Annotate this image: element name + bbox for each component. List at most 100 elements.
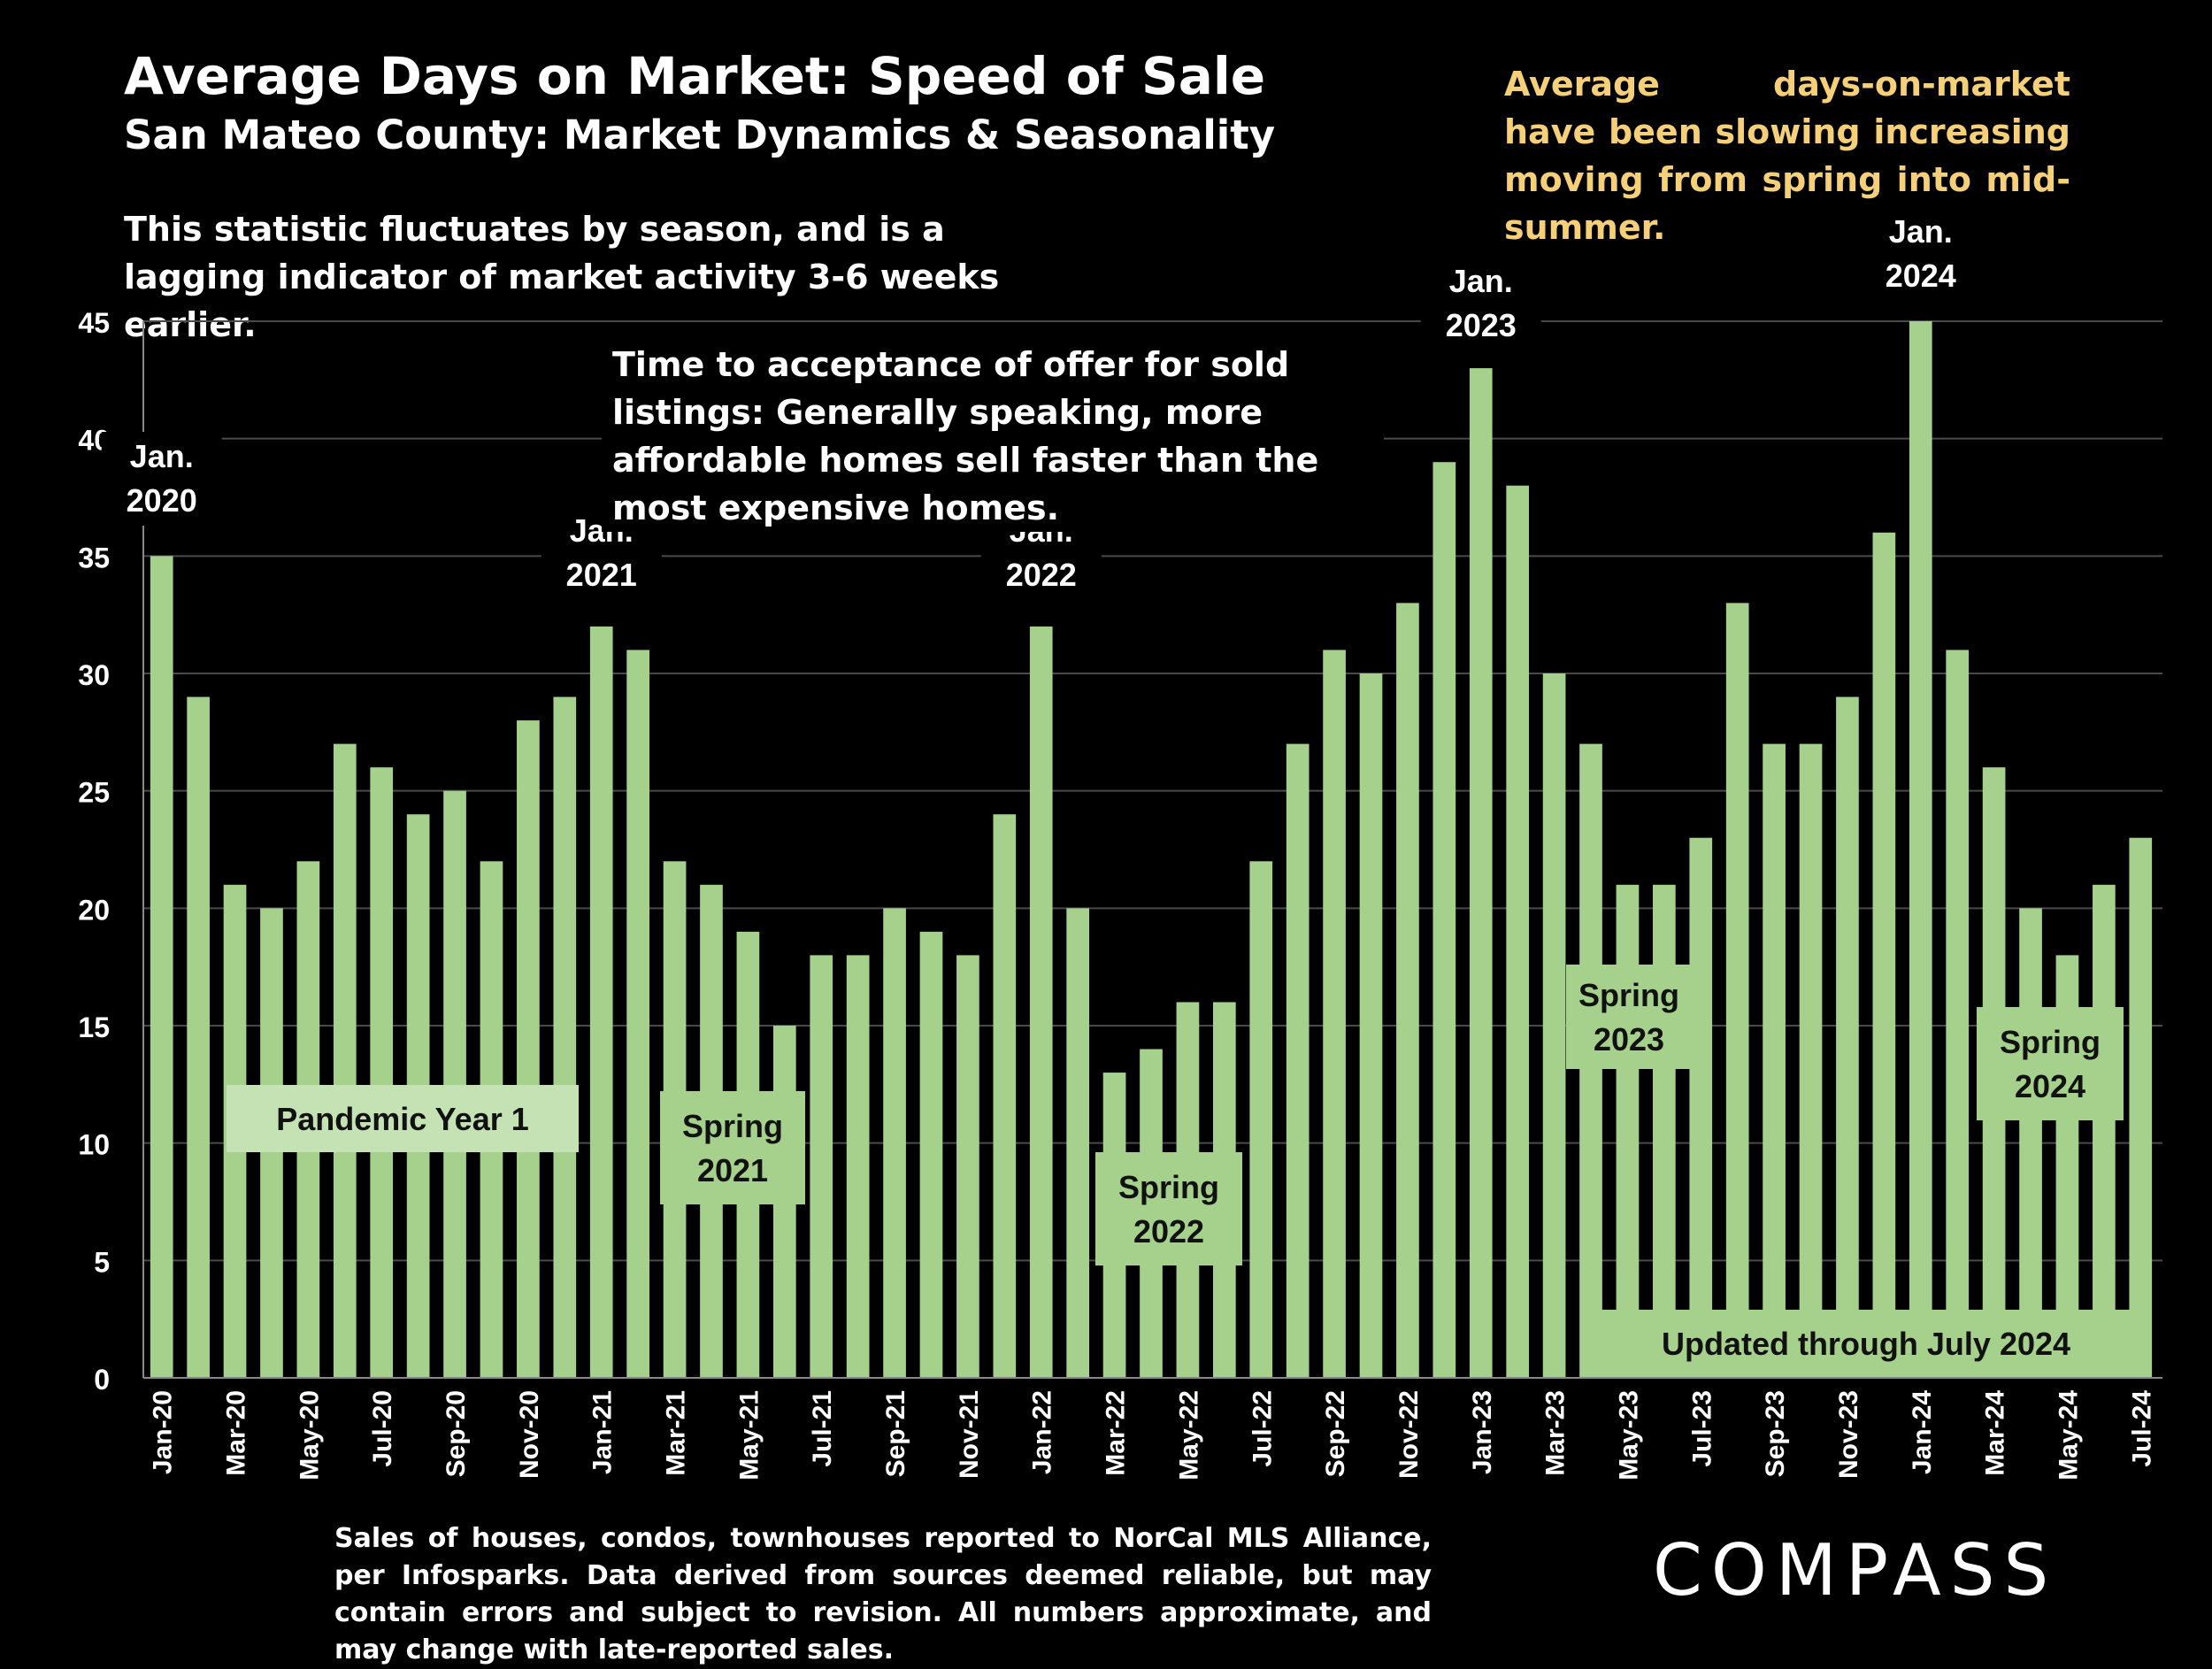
annotation-backdrop	[1420, 257, 1541, 350]
boxed-label-background	[1566, 965, 1692, 1069]
bar	[1286, 743, 1310, 1378]
bar	[1396, 603, 1419, 1378]
x-tick-label: Jul-20	[368, 1390, 397, 1467]
boxed-label: 2022	[1133, 1213, 1204, 1250]
bar	[810, 955, 833, 1378]
x-tick-label: Sep-23	[1761, 1390, 1790, 1477]
x-tick-label: Nov-21	[955, 1390, 984, 1479]
chart-subtitle: San Mateo County: Market Dynamics & Seas…	[124, 112, 1276, 158]
x-tick-label: Mar-22	[1102, 1390, 1131, 1476]
bar	[1506, 485, 1530, 1378]
bar	[333, 743, 357, 1378]
x-tick-label: Nov-23	[1834, 1390, 1863, 1479]
boxed-label: Pandemic Year 1	[276, 1101, 529, 1137]
boxed-label-background	[1095, 1152, 1242, 1265]
bar	[1909, 321, 1932, 1378]
y-tick-label: 10	[78, 1129, 110, 1161]
boxed-label: 2024	[2015, 1068, 2085, 1104]
x-tick-label: Sep-22	[1321, 1390, 1350, 1477]
source-footnote: Sales of houses, condos, townhouses repo…	[334, 1523, 1432, 1665]
bar	[1836, 696, 1859, 1378]
bar	[1616, 884, 1640, 1378]
bar	[1432, 462, 1456, 1379]
chart-title: Average Days on Market: Speed of Sale	[124, 46, 1266, 106]
boxed-label: Spring	[1578, 977, 1679, 1013]
gridlines	[143, 320, 2162, 1262]
annotation-label: 2022	[1006, 557, 1077, 593]
x-tick-label: Jan-24	[1908, 1390, 1937, 1474]
bar	[1946, 650, 1970, 1378]
y-tick-label: 25	[78, 777, 110, 809]
bar	[1359, 673, 1383, 1378]
annotation-label: 2024	[1886, 258, 1956, 294]
x-tick-label: Nov-20	[515, 1390, 544, 1479]
y-tick-label: 35	[78, 542, 110, 573]
bar	[1469, 368, 1493, 1379]
boxed-label: 2021	[697, 1152, 768, 1188]
x-tick-label: Sep-21	[881, 1390, 910, 1477]
bar	[1653, 884, 1676, 1378]
bar	[187, 696, 210, 1378]
annotation-backdrop	[101, 432, 222, 526]
bar	[589, 626, 613, 1378]
bar	[1689, 837, 1713, 1378]
bar	[1029, 626, 1053, 1378]
boxed-label-background	[660, 1091, 805, 1204]
x-tick-label: Jul-21	[808, 1390, 837, 1467]
boxed-label: 2023	[1594, 1021, 1664, 1058]
x-tick-label: Mar-24	[1981, 1390, 2010, 1476]
y-tick-label: 30	[78, 659, 110, 691]
x-tick-label: Jul-23	[1687, 1390, 1717, 1467]
annotation-label: 2020	[127, 482, 197, 519]
bar	[1249, 861, 1273, 1378]
boxed-label: Spring	[2000, 1024, 2101, 1060]
bar	[517, 720, 540, 1378]
offer-acceptance-note: Time to acceptance of offer for sold lis…	[602, 341, 1384, 532]
y-tick-label: 45	[78, 307, 110, 339]
x-tick-label: Mar-23	[1541, 1390, 1571, 1476]
bar	[2129, 837, 2153, 1378]
bar	[626, 650, 649, 1378]
x-tick-label: Jul-22	[1248, 1390, 1277, 1467]
x-tick-label: May-21	[734, 1390, 764, 1481]
bar	[553, 696, 577, 1378]
boxed-label-background	[1580, 1310, 2152, 1377]
x-tick-label: Jan-20	[149, 1390, 178, 1474]
compass-logo: COMPASS	[1653, 1529, 2058, 1611]
x-tick-label: Mar-20	[222, 1390, 251, 1476]
annotation-label: Jan.	[130, 438, 194, 474]
bar	[1725, 603, 1749, 1378]
bar	[1799, 743, 1823, 1378]
annotation-label: Jan.	[1889, 213, 1953, 250]
bar	[883, 908, 906, 1378]
x-tick-label: Sep-20	[442, 1390, 471, 1477]
x-tick-label: May-24	[2054, 1390, 2083, 1481]
bar	[1542, 673, 1566, 1378]
x-tick-label: Jan-23	[1468, 1390, 1497, 1474]
bar	[2019, 908, 2042, 1378]
x-tick-label: Jan-22	[1028, 1390, 1057, 1474]
lagging-indicator-note: This statistic fluctuates by season, and…	[124, 210, 1000, 344]
bar	[1872, 532, 1896, 1378]
annotation-label: 2021	[566, 557, 637, 593]
annotation-label: 2023	[1446, 307, 1517, 343]
bar	[1066, 908, 1090, 1378]
y-tick-label: 0	[94, 1364, 110, 1396]
bar	[2093, 884, 2116, 1378]
bars	[150, 321, 2153, 1379]
boxed-label: Updated through July 2024	[1662, 1326, 2070, 1362]
boxed-label: Spring	[1118, 1169, 1219, 1205]
bar	[846, 955, 870, 1378]
y-tick-label: 15	[78, 1011, 110, 1043]
x-tick-label: May-23	[1614, 1390, 1643, 1481]
x-tick-label: May-20	[295, 1390, 324, 1481]
x-tick-label: Jan-21	[588, 1390, 618, 1474]
bar	[1323, 650, 1346, 1378]
bar	[443, 790, 466, 1378]
annotation-label: Jan.	[1449, 263, 1513, 299]
bar	[370, 767, 394, 1378]
x-tick-label: Jul-24	[2127, 1390, 2156, 1467]
bar	[150, 556, 173, 1378]
